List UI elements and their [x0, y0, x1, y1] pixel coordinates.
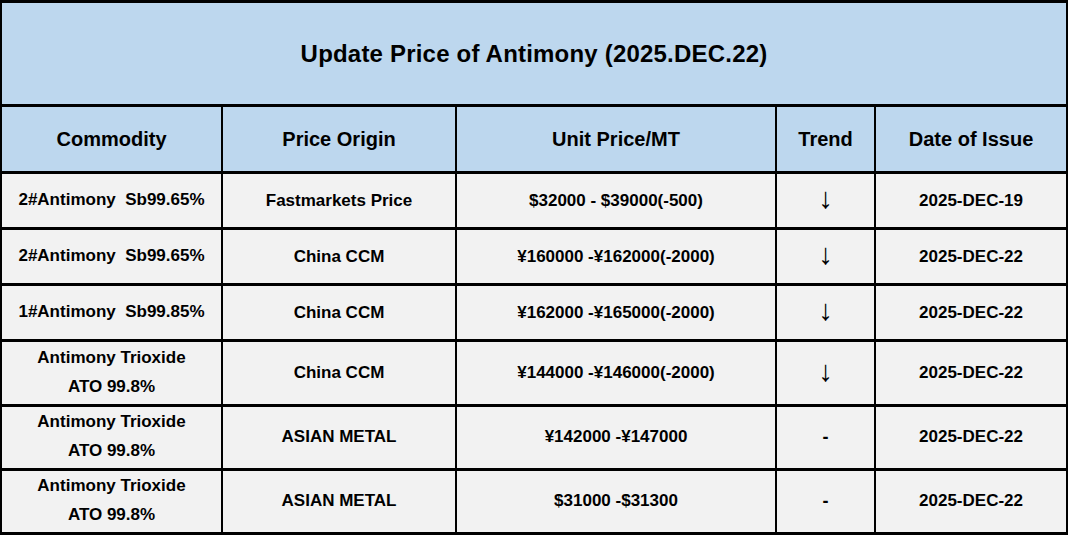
col-header-unit-price: Unit Price/MT [456, 106, 776, 173]
table-row: 1#Antimony Sb99.85% China CCM ¥162000 -¥… [1, 285, 1067, 341]
table-row: Antimony Trioxide ATO 99.8% China CCM ¥1… [1, 341, 1067, 405]
unit-price-cell: ¥142000 -¥147000 [456, 405, 776, 469]
trend-down-indicator: ↓ [776, 229, 875, 285]
trend-unchanged-indicator: - [776, 405, 875, 469]
date-of-issue-cell: 2025-DEC-22 [875, 405, 1067, 469]
col-header-commodity: Commodity [1, 106, 222, 173]
col-header-date-of-issue: Date of Issue [875, 106, 1067, 173]
unit-price-cell: ¥144000 -¥146000(-2000) [456, 341, 776, 405]
unit-price-cell: $32000 - $39000(-500) [456, 173, 776, 229]
price-origin-cell: China CCM [222, 229, 456, 285]
commodity-cell: 1#Antimony Sb99.85% [1, 285, 222, 341]
table-row: Antimony Trioxide ATO 99.8% ASIAN METAL … [1, 469, 1067, 533]
commodity-cell: 2#Antimony Sb99.65% [1, 173, 222, 229]
unit-price-cell: $31000 -$31300 [456, 469, 776, 533]
unit-price-cell: ¥160000 -¥162000(-2000) [456, 229, 776, 285]
price-origin-cell: ASIAN METAL [222, 405, 456, 469]
date-of-issue-cell: 2025-DEC-22 [875, 285, 1067, 341]
price-origin-cell: China CCM [222, 285, 456, 341]
price-origin-cell: Fastmarkets Price [222, 173, 456, 229]
unit-price-cell: ¥162000 -¥165000(-2000) [456, 285, 776, 341]
trend-down-indicator: ↓ [776, 173, 875, 229]
table-row: 2#Antimony Sb99.65% China CCM ¥160000 -¥… [1, 229, 1067, 285]
col-header-price-origin: Price Origin [222, 106, 456, 173]
price-origin-cell: ASIAN METAL [222, 469, 456, 533]
trend-down-indicator: ↓ [776, 341, 875, 405]
date-of-issue-cell: 2025-DEC-19 [875, 173, 1067, 229]
col-header-trend: Trend [776, 106, 875, 173]
title-row: Update Price of Antimony (2025.DEC.22) [1, 2, 1067, 106]
date-of-issue-cell: 2025-DEC-22 [875, 341, 1067, 405]
commodity-cell: Antimony Trioxide ATO 99.8% [1, 341, 222, 405]
commodity-cell: 2#Antimony Sb99.65% [1, 229, 222, 285]
trend-down-indicator: ↓ [776, 285, 875, 341]
date-of-issue-cell: 2025-DEC-22 [875, 469, 1067, 533]
antimony-price-table: Update Price of Antimony (2025.DEC.22) C… [0, 0, 1068, 535]
trend-unchanged-indicator: - [776, 469, 875, 533]
commodity-cell: Antimony Trioxide ATO 99.8% [1, 405, 222, 469]
page-title: Update Price of Antimony (2025.DEC.22) [1, 2, 1067, 106]
table-row: 2#Antimony Sb99.65% Fastmarkets Price $3… [1, 173, 1067, 229]
column-header-row: Commodity Price Origin Unit Price/MT Tre… [1, 106, 1067, 173]
price-origin-cell: China CCM [222, 341, 456, 405]
date-of-issue-cell: 2025-DEC-22 [875, 229, 1067, 285]
table-row: Antimony Trioxide ATO 99.8% ASIAN METAL … [1, 405, 1067, 469]
commodity-cell: Antimony Trioxide ATO 99.8% [1, 469, 222, 533]
